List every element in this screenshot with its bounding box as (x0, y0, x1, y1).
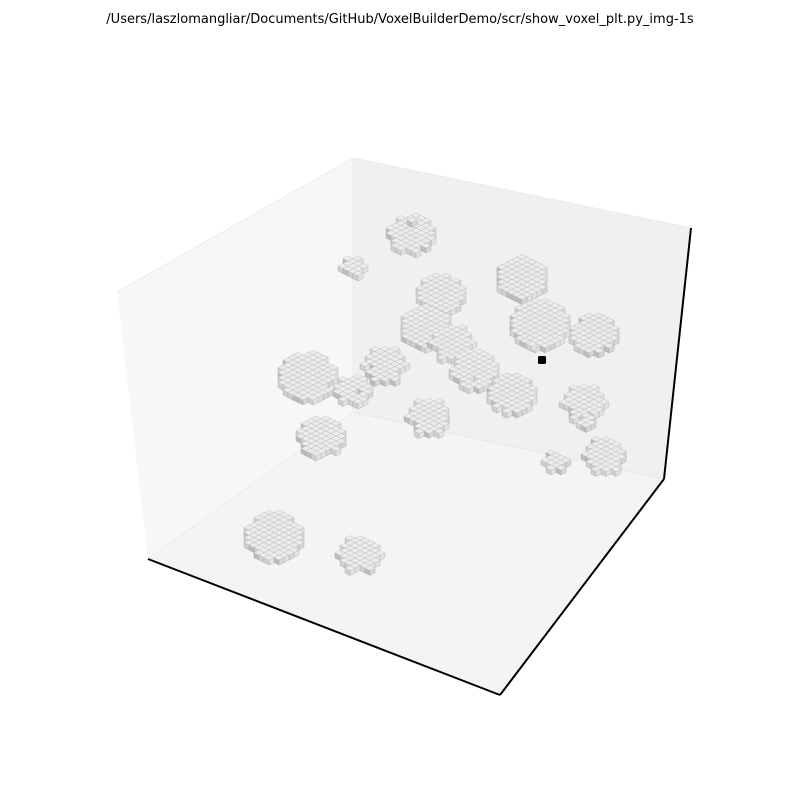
floor-pane (148, 412, 664, 695)
x-axis-line (147, 558, 501, 696)
voxel-face-top (369, 376, 381, 382)
pane-edge-top-back (352, 157, 692, 229)
cluster-5 (426, 324, 478, 365)
left-pane (117, 158, 353, 559)
cluster-10 (486, 372, 538, 419)
voxel-face-top (420, 242, 432, 249)
voxel-face-top (395, 245, 407, 251)
voxel-face-top (436, 354, 448, 360)
voxel-face-top (440, 307, 452, 314)
voxel-face-top (410, 247, 422, 254)
chart-title: /Users/laszlomangliar/Documents/GitHub/V… (106, 12, 694, 27)
voxel-face-top (352, 270, 364, 277)
y-axis-line (499, 478, 665, 696)
cluster-8 (332, 373, 374, 410)
z-axis-line (663, 227, 692, 480)
voxel-face-top (307, 394, 319, 401)
voxel-face-top (359, 361, 371, 367)
voxel-layer (243, 212, 627, 576)
cluster-7 (359, 346, 411, 387)
cluster-6 (277, 349, 339, 406)
cluster-12 (295, 415, 347, 462)
voxel-face-top (379, 376, 391, 382)
cluster-2 (337, 255, 369, 282)
voxel-face-top (297, 394, 309, 401)
voxel-face-top (389, 376, 401, 382)
pane-edge-top-left (116, 157, 354, 293)
